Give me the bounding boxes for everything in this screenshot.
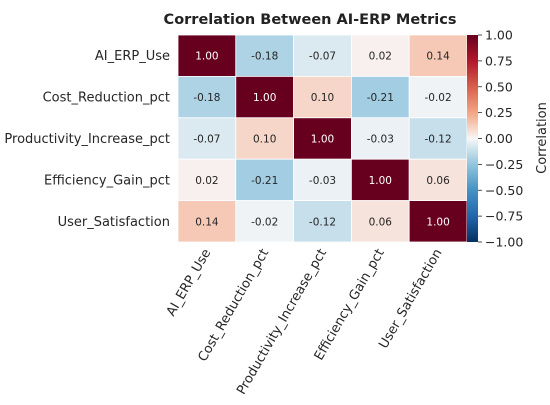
colorbar-tick-label: 0.75 (485, 53, 513, 68)
cell-value-label: 0.14 (426, 51, 450, 63)
heatmap-cell (350, 158, 410, 201)
colorbar-ticks: 1.00 0.75 0.50 0.25 0.00 −0.25 −0.50 −0.75 −1.00 (478, 28, 523, 250)
cell-value-label: 1.00 (426, 216, 449, 228)
heatmap-cell (177, 76, 237, 119)
colorbar (467, 35, 478, 242)
heatmap-cell (350, 117, 410, 160)
colorbar-tick-label: 0.00 (485, 131, 513, 146)
cell-value-label: -0.12 (425, 134, 452, 146)
cell-value-label: -0.07 (193, 134, 220, 146)
colorbar-tick-label: −0.50 (485, 183, 523, 198)
cell-value-label: -0.21 (251, 175, 278, 187)
heatmap-cell (293, 34, 352, 77)
heatmap-cell (235, 200, 295, 243)
heatmap-cell (177, 34, 237, 77)
cell-value-label: -0.03 (367, 134, 394, 146)
colorbar-tick-label: −0.75 (485, 209, 523, 224)
colorbar-tick-label: 1.00 (485, 28, 513, 43)
cell-value-label: -0.07 (309, 51, 336, 63)
row-label: AI_ERP_Use (95, 49, 170, 64)
cell-value-label: 1.00 (369, 175, 392, 187)
colorbar-tick-label: −0.25 (485, 157, 523, 172)
cell-value-label: 1.00 (195, 51, 218, 63)
cell-value-label: 0.06 (369, 216, 393, 228)
heatmap-cell (293, 76, 352, 119)
colorbar-tick-label: −1.00 (485, 235, 523, 250)
row-label: Productivity_Increase_pct (4, 132, 170, 147)
heatmap-cell (235, 117, 295, 160)
colorbar-tick-label: 0.25 (485, 105, 513, 120)
heatmap-cell (177, 158, 237, 201)
row-label: User_Satisfaction (58, 215, 170, 230)
heatmap-cell (177, 200, 237, 243)
row-labels: AI_ERP_Use Cost_Reduction_pct Productivity… (4, 49, 170, 230)
cell-value-label: -0.18 (193, 92, 220, 104)
cell-value-label: 1.00 (253, 92, 276, 104)
heatmap-cell (293, 200, 352, 243)
cell-value-label: -0.03 (309, 175, 336, 187)
heatmap-cell (408, 158, 468, 201)
cell-value-label: 0.14 (195, 216, 219, 228)
heatmap-cell (235, 158, 295, 201)
column-label: User_Satisfaction (376, 246, 445, 351)
chart-title: Correlation Between AI-ERP Metrics (164, 12, 457, 28)
column-labels: AI_ERP_UseCost_Reduction_pctProductivity… (164, 246, 446, 397)
row-label: Efficiency_Gain_pct (44, 173, 170, 188)
heatmap-cells: 1.00 -0.18 -0.07 0.02 0.14 -0.18 1.00 0.10 -0.21… (177, 34, 468, 243)
cell-value-label: 0.10 (311, 92, 334, 104)
cell-value-label: -0.02 (251, 216, 278, 228)
cell-value-label: -0.18 (251, 51, 278, 63)
cell-value-label: -0.12 (309, 216, 336, 228)
column-label: AI_ERP_Use (164, 247, 215, 320)
cell-value-label: 0.06 (426, 175, 450, 187)
cell-value-label: -0.02 (425, 92, 452, 104)
cell-value-label: 0.02 (195, 175, 218, 187)
cell-value-label: 0.10 (253, 134, 276, 146)
row-label: Cost_Reduction_pct (43, 91, 170, 106)
heatmap-cell (235, 34, 295, 77)
cell-value-label: 1.00 (311, 134, 334, 146)
heatmap-cell (408, 200, 468, 243)
colorbar-label: Correlation (535, 102, 550, 174)
colorbar-tick-label: 0.50 (485, 79, 513, 94)
cell-value-label: 0.02 (369, 51, 392, 63)
heatmap-cell (293, 158, 352, 201)
cell-value-label: -0.21 (367, 92, 394, 104)
heatmap-cell (408, 76, 468, 119)
